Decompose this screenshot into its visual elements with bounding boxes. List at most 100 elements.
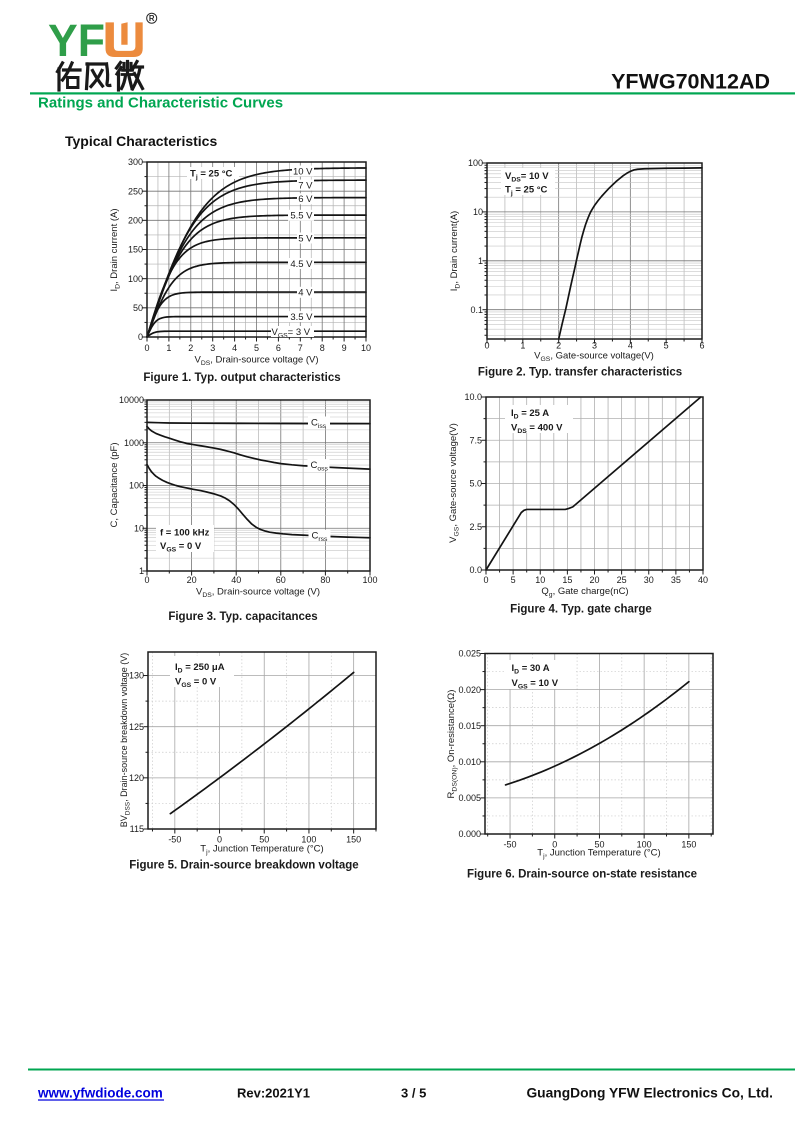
svg-text:2: 2 xyxy=(556,341,561,351)
svg-text:130: 130 xyxy=(129,671,144,681)
svg-text:100: 100 xyxy=(468,158,483,168)
svg-text:50: 50 xyxy=(259,835,269,845)
svg-text:3: 3 xyxy=(210,343,215,353)
svg-text:5.0: 5.0 xyxy=(469,479,482,489)
svg-text:Rev:2021Y1: Rev:2021Y1 xyxy=(237,1086,310,1101)
svg-text:YF: YF xyxy=(48,15,105,66)
svg-text:Tj = 25 °C: Tj = 25 °C xyxy=(505,185,548,198)
svg-text:Typical Characteristics: Typical Characteristics xyxy=(65,133,217,149)
svg-text:250: 250 xyxy=(128,186,143,196)
svg-text:1: 1 xyxy=(478,256,483,266)
svg-text:0.005: 0.005 xyxy=(458,793,481,803)
svg-text:f = 100 kHz: f = 100 kHz xyxy=(160,528,210,539)
svg-text:8: 8 xyxy=(320,343,325,353)
svg-text:0.025: 0.025 xyxy=(458,649,481,659)
svg-text:-50: -50 xyxy=(168,835,181,845)
svg-text:0.015: 0.015 xyxy=(458,721,481,731)
svg-text:VGS= 3 V: VGS= 3 V xyxy=(272,327,311,340)
svg-text:VGS = 0 V: VGS = 0 V xyxy=(175,677,217,690)
svg-text:3: 3 xyxy=(592,341,597,351)
svg-text:0.0: 0.0 xyxy=(469,565,482,575)
svg-text:10000: 10000 xyxy=(119,395,144,405)
svg-text:100: 100 xyxy=(128,274,143,284)
svg-text:10.0: 10.0 xyxy=(464,392,482,402)
svg-text:115: 115 xyxy=(130,824,144,834)
svg-text:9: 9 xyxy=(342,343,347,353)
svg-text:35: 35 xyxy=(671,575,681,585)
svg-text:80: 80 xyxy=(320,575,330,585)
svg-text:C, Capacitance (pF): C, Capacitance (pF) xyxy=(109,442,120,527)
svg-text:300: 300 xyxy=(128,157,143,167)
svg-text:VDS, Drain-source voltage (V): VDS, Drain-source voltage (V) xyxy=(196,587,320,600)
svg-text:Figure 6. Drain-source on-stat: Figure 6. Drain-source on-state resistan… xyxy=(467,869,697,881)
svg-text:0.1: 0.1 xyxy=(470,305,483,315)
svg-text:10 V: 10 V xyxy=(293,166,313,177)
svg-text:15: 15 xyxy=(562,575,572,585)
svg-text:30: 30 xyxy=(644,575,654,585)
svg-text:40: 40 xyxy=(231,575,241,585)
svg-text:100: 100 xyxy=(637,840,652,850)
svg-text:www.yfwdiode.com: www.yfwdiode.com xyxy=(37,1086,163,1101)
svg-text:Figure 3. Typ. capacitances: Figure 3. Typ. capacitances xyxy=(168,611,317,623)
svg-text:ID = 25 A: ID = 25 A xyxy=(511,408,549,421)
svg-text:5: 5 xyxy=(664,341,669,351)
svg-text:20: 20 xyxy=(187,575,197,585)
svg-text:7 V: 7 V xyxy=(298,180,313,191)
svg-text:6: 6 xyxy=(276,343,281,353)
svg-text:10: 10 xyxy=(473,207,483,217)
svg-text:5: 5 xyxy=(511,575,516,585)
svg-text:150: 150 xyxy=(681,840,696,850)
svg-text:4: 4 xyxy=(628,341,633,351)
svg-text:VGS, Gate-source voltage(V): VGS, Gate-source voltage(V) xyxy=(448,423,461,543)
svg-text:ID, Drain current(A): ID, Drain current(A) xyxy=(449,211,462,291)
svg-text:5.5 V: 5.5 V xyxy=(290,211,313,222)
svg-text:VGS, Gate-source voltage(V): VGS, Gate-source voltage(V) xyxy=(534,351,654,364)
svg-text:0: 0 xyxy=(552,840,557,850)
svg-text:0: 0 xyxy=(144,343,149,353)
svg-text:50: 50 xyxy=(133,303,143,313)
svg-text:200: 200 xyxy=(128,216,143,226)
svg-text:5: 5 xyxy=(254,343,259,353)
svg-text:4 V: 4 V xyxy=(298,288,313,299)
svg-text:10: 10 xyxy=(535,575,545,585)
svg-text:150: 150 xyxy=(128,245,143,255)
svg-text:150: 150 xyxy=(346,835,361,845)
svg-text:0.020: 0.020 xyxy=(458,685,481,695)
svg-text:Figure 4. Typ. gate charge: Figure 4. Typ. gate charge xyxy=(510,604,652,616)
svg-text:120: 120 xyxy=(129,773,144,783)
svg-text:YFWG70N12AD: YFWG70N12AD xyxy=(611,70,770,94)
svg-text:6: 6 xyxy=(699,341,704,351)
svg-text:7.5: 7.5 xyxy=(469,435,482,445)
svg-text:VGS = 0 V: VGS = 0 V xyxy=(160,541,202,554)
svg-text:1: 1 xyxy=(166,343,171,353)
svg-text:0: 0 xyxy=(484,341,489,351)
svg-text:Figure 2. Typ. transfer charac: Figure 2. Typ. transfer characteristics xyxy=(478,367,682,379)
svg-text:RDS(ON), On-resistance(Ω): RDS(ON), On-resistance(Ω) xyxy=(446,690,459,799)
svg-text:10: 10 xyxy=(361,343,371,353)
svg-text:0: 0 xyxy=(144,575,149,585)
svg-text:60: 60 xyxy=(276,575,286,585)
svg-text:GuangDong YFW Electronics Co,: GuangDong YFW Electronics Co, Ltd. xyxy=(526,1086,773,1101)
svg-text:Ratings and Characteristic Cur: Ratings and Characteristic Curves xyxy=(38,95,283,112)
svg-text:2.5: 2.5 xyxy=(469,522,482,532)
svg-text:R: R xyxy=(149,14,155,23)
svg-text:Qg, Gate charge(nC): Qg, Gate charge(nC) xyxy=(541,586,628,599)
svg-text:ID = 250 μA: ID = 250 μA xyxy=(175,662,225,675)
svg-text:6 V: 6 V xyxy=(298,194,313,205)
svg-text:-50: -50 xyxy=(504,840,517,850)
svg-text:100: 100 xyxy=(301,835,316,845)
svg-text:3.5 V: 3.5 V xyxy=(290,312,313,323)
svg-text:1000: 1000 xyxy=(124,438,144,448)
svg-text:50: 50 xyxy=(594,840,604,850)
svg-text:VDS, Drain-source voltage (V): VDS, Drain-source voltage (V) xyxy=(194,355,318,368)
svg-text:10: 10 xyxy=(134,523,144,533)
svg-text:0: 0 xyxy=(483,575,488,585)
svg-text:Tj = 25 °C: Tj = 25 °C xyxy=(190,169,233,182)
svg-text:ID, Drain current (A): ID, Drain current (A) xyxy=(109,208,122,291)
svg-text:0: 0 xyxy=(217,835,222,845)
svg-text:0: 0 xyxy=(138,332,143,342)
svg-text:Tj, Junction Temperature (°C): Tj, Junction Temperature (°C) xyxy=(200,844,323,857)
svg-text:4: 4 xyxy=(232,343,237,353)
svg-text:2: 2 xyxy=(188,343,193,353)
svg-text:125: 125 xyxy=(129,722,144,732)
